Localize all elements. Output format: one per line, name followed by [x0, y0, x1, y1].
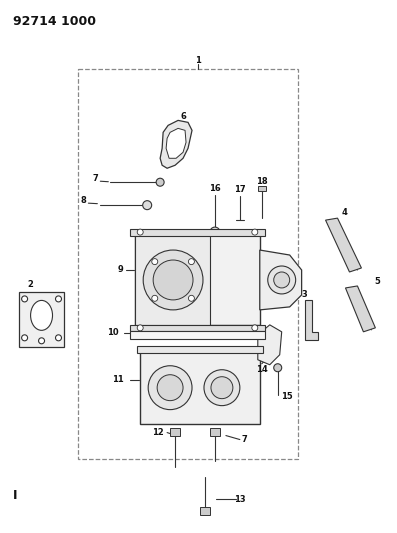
Circle shape — [148, 366, 192, 410]
Circle shape — [211, 377, 233, 399]
Circle shape — [21, 335, 28, 341]
Text: 3: 3 — [302, 290, 308, 300]
Text: 6: 6 — [180, 112, 186, 121]
Polygon shape — [258, 325, 282, 365]
Text: 7: 7 — [93, 174, 98, 183]
Bar — [210, 427, 220, 435]
Circle shape — [252, 229, 258, 235]
Bar — [137, 346, 263, 353]
Circle shape — [157, 375, 183, 401]
Bar — [19, 292, 64, 347]
Text: 10: 10 — [108, 328, 119, 337]
Circle shape — [268, 266, 296, 294]
Bar — [258, 186, 266, 191]
Text: 16: 16 — [209, 184, 221, 193]
Text: 9: 9 — [118, 265, 123, 274]
Circle shape — [56, 296, 62, 302]
Circle shape — [21, 296, 28, 302]
Text: 15: 15 — [281, 392, 293, 401]
Circle shape — [143, 200, 152, 209]
Bar — [170, 427, 180, 435]
Circle shape — [189, 295, 195, 301]
Polygon shape — [166, 128, 186, 158]
Polygon shape — [345, 286, 376, 332]
Circle shape — [152, 259, 158, 264]
Circle shape — [252, 325, 258, 331]
Circle shape — [56, 335, 62, 341]
Text: 17: 17 — [234, 185, 246, 193]
Circle shape — [143, 250, 203, 310]
Circle shape — [204, 370, 240, 406]
Circle shape — [152, 295, 158, 301]
Circle shape — [210, 227, 220, 237]
Bar — [79, 69, 298, 459]
Circle shape — [189, 259, 195, 264]
Circle shape — [156, 178, 164, 186]
Circle shape — [137, 229, 143, 235]
Bar — [130, 325, 265, 331]
Text: 92714 1000: 92714 1000 — [13, 15, 96, 28]
Text: 18: 18 — [256, 177, 268, 185]
Bar — [135, 235, 260, 325]
Circle shape — [274, 272, 290, 288]
Bar — [130, 229, 265, 236]
Ellipse shape — [31, 301, 52, 330]
Bar — [130, 331, 265, 339]
Text: 11: 11 — [112, 375, 124, 384]
Text: 5: 5 — [374, 278, 380, 286]
Bar — [140, 352, 260, 424]
Text: 4: 4 — [341, 208, 347, 216]
Text: 14: 14 — [256, 365, 268, 374]
Text: 7: 7 — [242, 435, 248, 444]
Text: 1: 1 — [195, 56, 201, 65]
Text: 2: 2 — [28, 280, 33, 289]
Polygon shape — [304, 300, 318, 340]
Bar — [200, 507, 210, 515]
Text: 13: 13 — [234, 495, 246, 504]
Polygon shape — [260, 250, 302, 310]
Circle shape — [137, 325, 143, 331]
Circle shape — [274, 364, 282, 372]
Text: I: I — [13, 489, 17, 503]
Text: 8: 8 — [81, 196, 86, 205]
Text: 12: 12 — [152, 428, 164, 437]
Bar — [135, 235, 210, 325]
Polygon shape — [160, 120, 192, 168]
Circle shape — [153, 260, 193, 300]
Circle shape — [39, 338, 44, 344]
Polygon shape — [326, 218, 361, 272]
